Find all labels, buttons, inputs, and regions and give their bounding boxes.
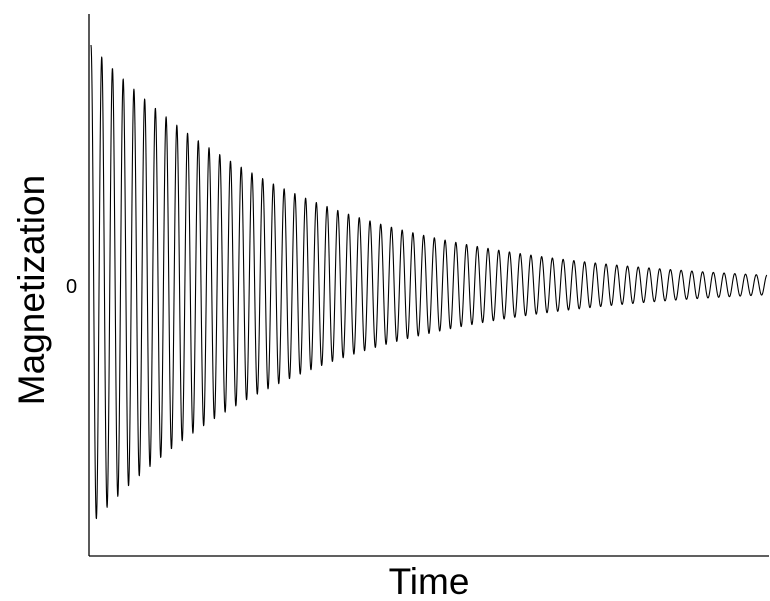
damped-oscillation-line [90,44,768,520]
x-axis-title: Time [389,561,470,601]
y-axis-title: Magnetization [11,175,52,405]
y-tick-label-zero: 0 [66,276,77,298]
signal-layer [90,44,768,520]
